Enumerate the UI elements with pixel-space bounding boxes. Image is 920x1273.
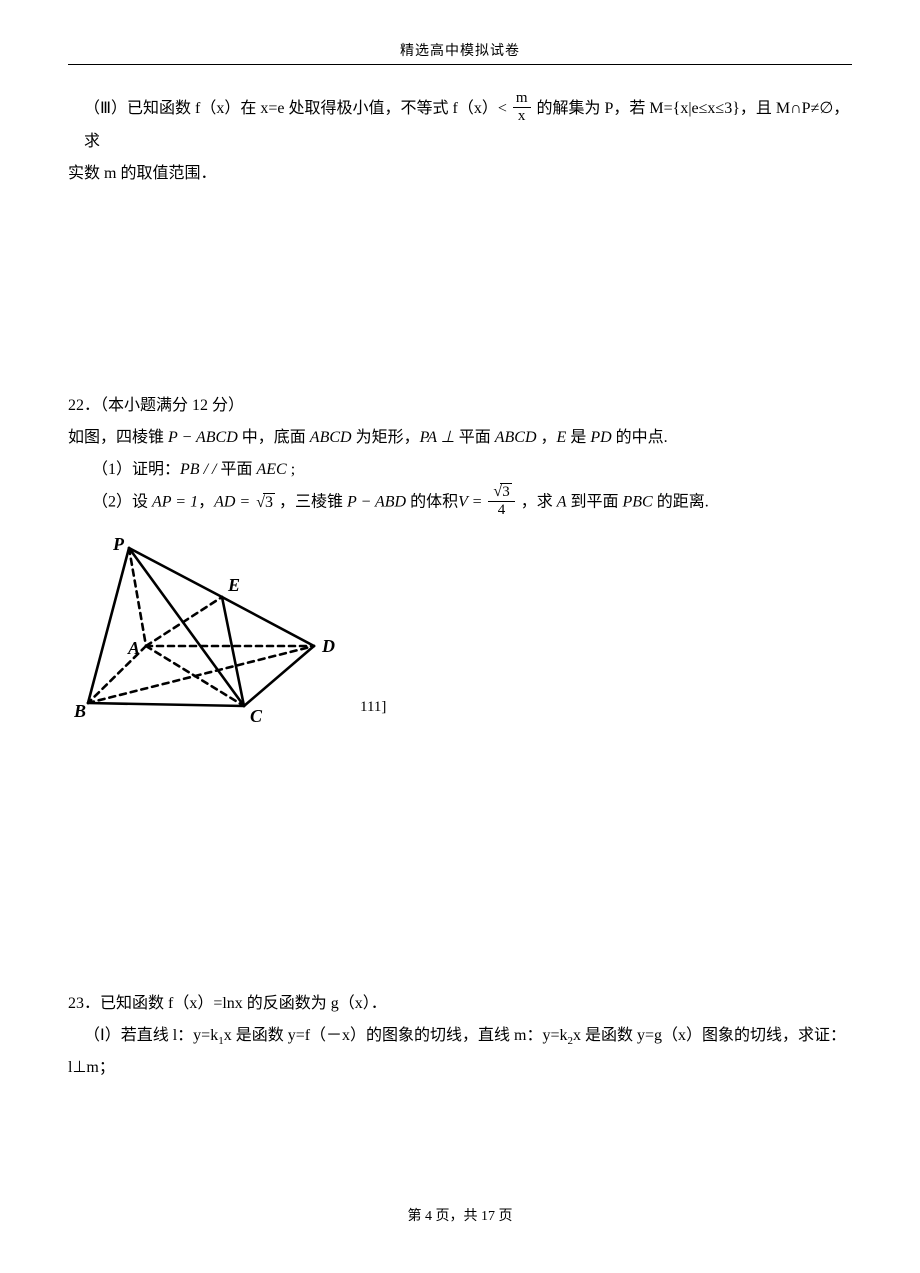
t: 到平面 <box>566 494 622 511</box>
t: ABCD <box>310 429 352 446</box>
t: ， <box>198 494 214 511</box>
q23-heading: 23．已知函数 f（x）=lnx 的反函数为 g（x）． <box>68 988 852 1020</box>
footer-page-current: 4 <box>425 1209 432 1224</box>
t: ，三棱锥 <box>275 494 347 511</box>
pyramid-figure: P A B C D E <box>74 528 344 728</box>
frac-den: x <box>513 108 531 124</box>
q21-part3-fraction: m x <box>513 91 531 124</box>
vertex-label-d: D <box>321 636 335 656</box>
rad: 3 <box>500 483 512 500</box>
t: PA ⊥ <box>420 429 459 446</box>
t: （2）设 <box>92 494 152 511</box>
page-header: 精选高中模拟试卷 <box>68 40 852 65</box>
sqrt3-b: 3 <box>491 484 511 500</box>
q21-part3-prefix: （Ⅲ）已知函数 f（x）在 x=e 处取得极小值，不等式 f（x）< <box>84 100 511 117</box>
t: （1）证明： <box>92 461 180 478</box>
t: 的体积 <box>406 494 458 511</box>
t: x 是函数 y=f（－x）的图象的切线，直线 m：y=k <box>224 1027 568 1044</box>
t: PBC <box>623 494 653 511</box>
t: AP = 1 <box>152 494 198 511</box>
figure-caption: 111] <box>344 692 386 728</box>
t: PB / / <box>180 461 220 478</box>
sqrt3-a: 3 <box>254 487 275 519</box>
t: AD = <box>214 494 254 511</box>
gap-2 <box>68 728 852 988</box>
footer-text-a: 第 <box>408 1209 426 1224</box>
t: ，求 <box>521 494 557 511</box>
rad: 3 <box>263 493 275 511</box>
header-title: 精选高中模拟试卷 <box>400 44 520 59</box>
vertex-label-b: B <box>74 701 86 721</box>
q22-p2: （2）设 AP = 1，AD = 3 ，三棱锥 P − ABD 的体积V = 3… <box>68 486 852 520</box>
q22-intro: 如图，四棱锥 P − ABCD 中，底面 ABCD 为矩形，PA ⊥ 平面 AB… <box>68 422 852 454</box>
t: P − ABD <box>347 494 406 511</box>
t: 中，底面 <box>238 429 310 446</box>
t: 平面 <box>220 461 256 478</box>
vertex-label-e: E <box>227 575 240 595</box>
frac-num: m <box>513 91 531 108</box>
figure-edges <box>88 548 314 706</box>
q23-p1-line1: （Ⅰ）若直线 l：y=k1x 是函数 y=f（－x）的图象的切线，直线 m：y=… <box>68 1020 852 1052</box>
t: ， <box>537 429 557 446</box>
t: ABCD <box>495 429 537 446</box>
vertex-label-p: P <box>112 534 125 554</box>
q22-p2-frac: 3 4 <box>488 484 514 518</box>
q22-heading: 22．（本小题满分 12 分） <box>68 390 852 422</box>
q23-p1-line2: l⊥m； <box>68 1052 852 1084</box>
page-root: 精选高中模拟试卷 （Ⅲ）已知函数 f（x）在 x=e 处取得极小值，不等式 f（… <box>0 0 920 1273</box>
q21-part3-line1: （Ⅲ）已知函数 f（x）在 x=e 处取得极小值，不等式 f（x）< m x 的… <box>68 93 852 158</box>
t: 如图，四棱锥 <box>68 429 168 446</box>
figure-row: P A B C D E 111] <box>68 520 852 728</box>
vertex-label-a: A <box>127 638 140 658</box>
body: （Ⅲ）已知函数 f（x）在 x=e 处取得极小值，不等式 f（x）< m x 的… <box>68 93 852 1084</box>
t: 的中点. <box>612 429 668 446</box>
t: ; <box>287 461 295 478</box>
t: P − ABCD <box>168 429 238 446</box>
footer-page-total: 17 <box>481 1209 495 1224</box>
t: 平面 <box>459 429 495 446</box>
footer-text-c: 页 <box>495 1209 513 1224</box>
footer-text-b: 页，共 <box>432 1209 481 1224</box>
t: V = <box>458 494 486 511</box>
frac-den: 4 <box>488 502 514 518</box>
t: E <box>557 429 567 446</box>
t: x 是函数 y=g（x）图象的切线，求证： <box>573 1027 846 1044</box>
q21-part3-line2: 实数 m 的取值范围． <box>68 158 852 190</box>
t: 的距离. <box>653 494 709 511</box>
t: 是 <box>566 429 590 446</box>
q22-p1: （1）证明：PB / / 平面 AEC ; <box>68 454 852 486</box>
t: 为矩形， <box>352 429 420 446</box>
t: AEC <box>256 461 286 478</box>
vertex-label-c: C <box>250 706 263 726</box>
frac-num: 3 <box>488 484 514 502</box>
t: （Ⅰ）若直线 l：y=k <box>84 1027 218 1044</box>
page-footer: 第 4 页，共 17 页 <box>0 1205 920 1225</box>
gap-1 <box>68 190 852 390</box>
t: PD <box>590 429 611 446</box>
